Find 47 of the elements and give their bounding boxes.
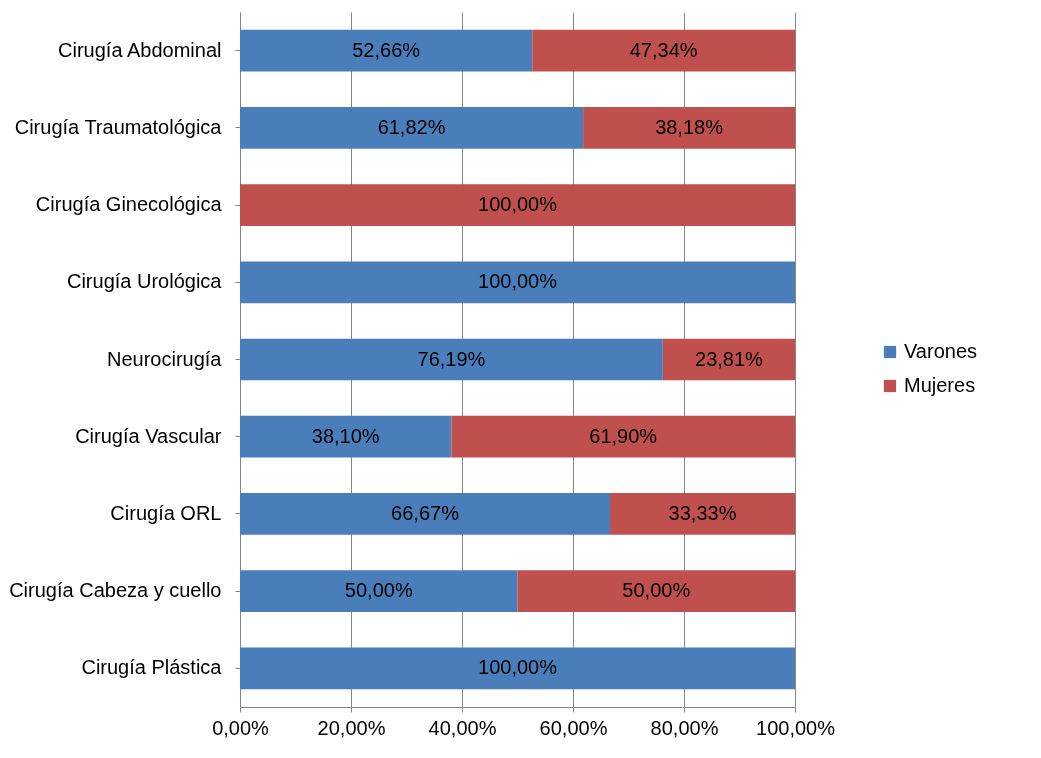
y-tick-label: Neurocirugía (106, 347, 223, 370)
y-tick-label: Cirugía Ginecológica (35, 193, 223, 216)
bar (451, 415, 795, 458)
y-tick-label: Cirugía ORL (110, 501, 222, 524)
bar (583, 106, 795, 149)
data-label: 66,67% (391, 501, 460, 524)
bar (240, 184, 795, 226)
bar (240, 106, 584, 149)
data-label: 38,18% (655, 115, 724, 138)
data-label: 100,00% (478, 656, 558, 679)
data-label: 23,81% (695, 347, 764, 370)
y-tick-label: Cirugía Traumatológica (14, 115, 223, 138)
bar (240, 29, 533, 72)
y-tick-label: Cirugía Urológica (66, 270, 223, 293)
x-tick-label: 40,00% (428, 716, 497, 739)
bar (240, 493, 611, 535)
data-label: 100,00% (478, 193, 558, 216)
data-label: 47,34% (629, 38, 698, 61)
y-tick-label: Cirugía Abdominal (58, 38, 222, 61)
legend-label: Varones (904, 340, 978, 362)
x-tick-label: 100,00% (756, 716, 836, 739)
x-tick-label: 0,00% (212, 716, 270, 739)
x-tick-label: 60,00% (539, 716, 608, 739)
y-tick-label: Cirugía Cabeza y cuello (9, 579, 222, 602)
data-label: 61,90% (589, 424, 658, 447)
y-tick-label: Cirugía Vascular (75, 424, 222, 447)
bar (517, 570, 795, 613)
legend-label: Mujeres (904, 374, 976, 396)
x-tick-label: 80,00% (650, 716, 719, 739)
bar (532, 29, 795, 72)
data-label: 50,00% (344, 579, 413, 602)
bar (240, 261, 795, 304)
data-label: 100,00% (478, 270, 558, 293)
x-tick-label: 20,00% (317, 716, 386, 739)
bar (240, 415, 452, 458)
data-label: 52,66% (352, 38, 421, 61)
data-label: 33,33% (668, 501, 737, 524)
data-label: 38,10% (311, 424, 380, 447)
data-label: 76,19% (417, 347, 486, 370)
y-tick-label: Cirugía Plástica (81, 656, 223, 679)
data-label: 50,00% (622, 579, 691, 602)
bar (240, 570, 518, 613)
bar (662, 338, 795, 381)
bar (240, 647, 795, 690)
data-label: 61,82% (377, 115, 446, 138)
bar (610, 493, 795, 535)
bar (240, 338, 663, 381)
